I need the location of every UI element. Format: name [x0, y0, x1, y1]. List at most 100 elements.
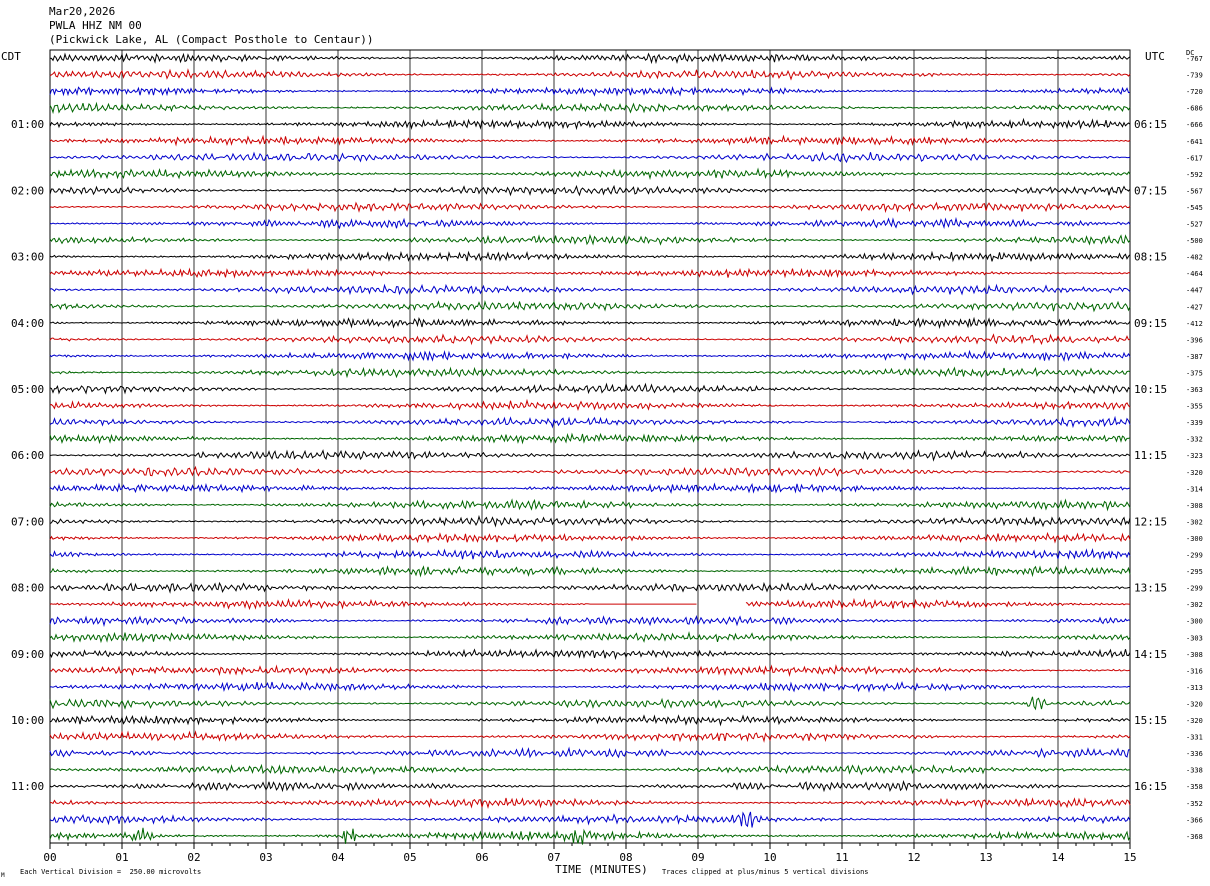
trace-row-9: [49, 201, 1131, 214]
trace-row-6: [50, 151, 1131, 164]
dc-offset-label: -308: [1186, 502, 1203, 510]
dc-offset-label: -358: [1186, 783, 1203, 791]
trace-row-14: [49, 283, 1131, 296]
trace-row-46: [49, 811, 1131, 828]
dc-offset-header: DC: [1186, 49, 1195, 57]
right-hour-label: 11:15: [1134, 449, 1167, 462]
left-hour-label: 02:00: [11, 184, 44, 197]
x-tick-label: 08: [619, 851, 632, 864]
vertical-scale-note: Each Vertical Division = 250.00 microvol…: [20, 868, 202, 876]
x-tick-label: 04: [331, 851, 345, 864]
trace-row-41: [49, 730, 1131, 743]
dc-offset-label: -320: [1186, 700, 1203, 708]
dc-offset-label: -320: [1186, 717, 1203, 725]
dc-offset-label: -299: [1186, 552, 1203, 560]
dc-offset-label: -338: [1186, 767, 1203, 775]
trace-row-18: [49, 349, 1131, 363]
x-tick-label: 03: [259, 851, 272, 864]
dc-offset-label: -314: [1186, 485, 1203, 493]
dc-offset-label: -767: [1186, 55, 1203, 63]
left-hour-label: 09:00: [11, 648, 44, 661]
trace-row-2: [49, 85, 1131, 97]
x-tick-label: 07: [547, 851, 560, 864]
trace-row-15: [49, 300, 1131, 313]
dc-offset-label: -303: [1186, 634, 1203, 642]
dc-offset-label: -617: [1186, 154, 1203, 162]
trace-row-7: [49, 167, 1131, 181]
x-tick-label: 06: [475, 851, 488, 864]
trace-row-21: [49, 398, 1131, 411]
trace-row-8: [49, 184, 1131, 197]
left-hour-label: 06:00: [11, 449, 44, 462]
dc-offset-label: -295: [1186, 568, 1203, 576]
trace-row-16: [49, 316, 1131, 330]
right-hour-label: 15:15: [1134, 714, 1167, 727]
left-hour-label: 11:00: [11, 780, 44, 793]
dc-offset-label: -302: [1186, 601, 1203, 609]
right-hour-label: 08:15: [1134, 251, 1167, 264]
left-hour-label: 01:00: [11, 118, 44, 131]
dc-offset-label: -300: [1186, 618, 1203, 626]
trace-row-28: [49, 514, 1131, 528]
left-hour-label: 07:00: [11, 515, 44, 528]
left-hour-label: 10:00: [11, 714, 44, 727]
trace-row-33: [49, 597, 1131, 611]
trace-row-26: [49, 482, 1131, 495]
x-tick-label: 01: [115, 851, 128, 864]
dc-offset-label: -308: [1186, 651, 1203, 659]
corner-mark: M: [1, 872, 5, 879]
trace-row-43: [49, 763, 1131, 776]
trace-row-24: [49, 449, 1131, 462]
dc-offset-label: -412: [1186, 320, 1203, 328]
dc-offset-label: -567: [1186, 187, 1203, 195]
right-timezone-label: UTC: [1145, 50, 1165, 63]
trace-row-19: [49, 366, 1131, 379]
trace-row-22: [49, 415, 1131, 429]
right-hour-label: 12:15: [1134, 515, 1167, 528]
dc-offset-label: -592: [1186, 171, 1203, 179]
left-hour-label: 03:00: [11, 251, 44, 264]
dc-offset-label: -368: [1186, 833, 1203, 841]
dc-offset-label: -686: [1186, 105, 1203, 113]
trace-row-1: [49, 68, 1131, 81]
dc-offset-label: -545: [1186, 204, 1203, 212]
trace-row-37: [49, 664, 1131, 677]
right-hour-label: 16:15: [1134, 780, 1167, 793]
trace-row-34: [49, 615, 1131, 628]
left-hour-label: 05:00: [11, 383, 44, 396]
dc-offset-label: -387: [1186, 353, 1203, 361]
dc-offset-label: -352: [1186, 800, 1203, 808]
right-hour-label: 09:15: [1134, 317, 1167, 330]
dc-offset-label: -375: [1186, 369, 1203, 377]
left-timezone-label: CDT: [1, 50, 21, 63]
trace-row-3: [49, 101, 1131, 115]
x-axis-label: TIME (MINUTES): [555, 863, 648, 876]
trace-row-35: [49, 631, 1131, 644]
trace-row-32: [49, 581, 1131, 594]
dc-offset-label: -464: [1186, 270, 1203, 278]
plot-date: Mar20,2026: [49, 5, 116, 18]
x-tick-label: 13: [979, 851, 992, 864]
trace-row-25: [50, 465, 1131, 478]
dc-offset-label: -332: [1186, 436, 1203, 444]
right-hour-label: 14:15: [1134, 648, 1167, 661]
station-location: (Pickwick Lake, AL (Compact Posthole to …: [49, 33, 374, 46]
trace-row-5: [49, 134, 1131, 147]
trace-row-44: [49, 779, 1131, 793]
trace-row-30: [49, 548, 1131, 561]
clipping-note: Traces clipped at plus/minus 5 vertical …: [662, 868, 869, 876]
trace-row-39: [49, 696, 1131, 711]
trace-row-38: [49, 681, 1131, 693]
x-tick-label: 09: [691, 851, 704, 864]
dc-offset-label: -396: [1186, 336, 1203, 344]
dc-offset-label: -300: [1186, 535, 1203, 543]
trace-row-17: [49, 333, 1131, 346]
dc-offset-label: -739: [1186, 72, 1203, 80]
dc-offset-label: -720: [1186, 88, 1203, 96]
x-tick-label: 11: [835, 851, 848, 864]
dc-offset-label: -527: [1186, 221, 1203, 229]
trace-row-0: [49, 52, 1131, 65]
trace-row-31: [49, 565, 1131, 578]
dc-offset-label: -482: [1186, 254, 1203, 262]
dc-offset-label: -339: [1186, 419, 1203, 427]
